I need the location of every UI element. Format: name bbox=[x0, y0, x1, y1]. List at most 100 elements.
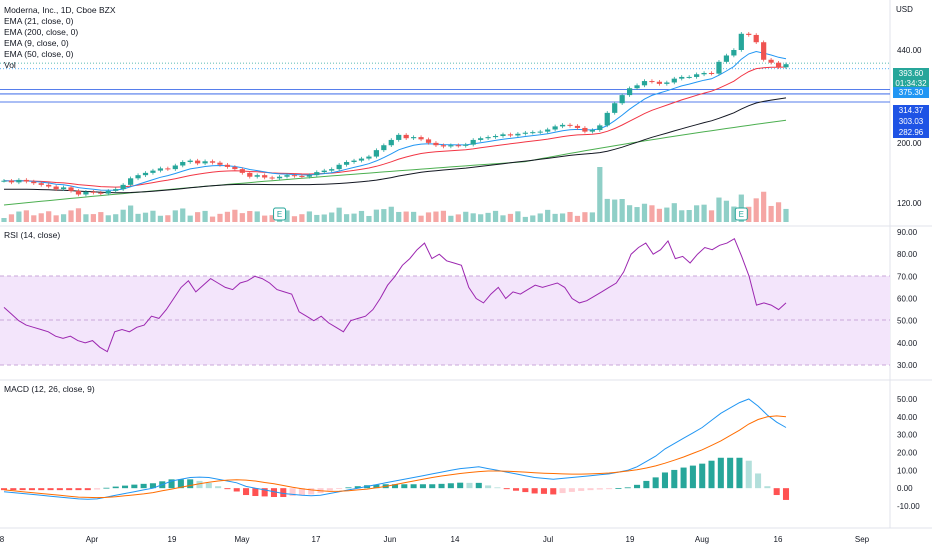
volume-bar bbox=[254, 211, 260, 222]
candle-body bbox=[425, 139, 432, 143]
rsi-title[interactable]: RSI (14, close) bbox=[4, 230, 61, 240]
candle-body bbox=[559, 124, 566, 127]
macd-histogram-bar bbox=[615, 488, 622, 489]
volume-bar bbox=[604, 198, 610, 222]
candle-body bbox=[60, 187, 67, 190]
candle-body bbox=[411, 137, 417, 139]
candle-body bbox=[53, 186, 59, 190]
indicator-ema200[interactable]: EMA (200, close, 0) bbox=[4, 27, 79, 37]
level-tag-1: 314.37 bbox=[893, 105, 929, 116]
time-axis[interactable]: 8 Apr 19 May 17 Jun 14 Jul 19 Aug 16 Sep bbox=[0, 535, 870, 544]
macd-tick-label: 50.00 bbox=[897, 395, 918, 404]
volume-bar bbox=[269, 215, 275, 222]
volume-bar bbox=[500, 215, 506, 222]
price-axis[interactable]: 120.00 200.00 440.00 30.00 40.00 50.00 60.00 70… bbox=[897, 46, 922, 511]
countdown-tag: 01:34:32 bbox=[893, 78, 929, 89]
volume-bar bbox=[716, 197, 722, 222]
macd-tick-label: 10.00 bbox=[897, 466, 918, 475]
volume-bar bbox=[612, 199, 618, 222]
volume-bar bbox=[291, 216, 298, 222]
volume-bar bbox=[165, 215, 171, 222]
candle-body bbox=[381, 145, 387, 151]
candle-body bbox=[239, 169, 245, 173]
candle-body bbox=[321, 170, 327, 173]
indicator-volume[interactable]: Vol bbox=[4, 60, 16, 70]
candle-body bbox=[388, 139, 394, 146]
candle-body bbox=[269, 177, 275, 179]
macd-histogram-bar bbox=[438, 483, 445, 489]
volume-bar bbox=[284, 210, 290, 222]
volume-bar bbox=[128, 205, 134, 222]
volume-bar bbox=[664, 207, 670, 222]
ema9-line bbox=[3, 50, 787, 191]
volume-bar bbox=[373, 209, 379, 222]
volume-bar bbox=[8, 214, 15, 222]
macd-histogram-bar bbox=[401, 484, 408, 489]
currency-label[interactable]: USD bbox=[896, 5, 913, 14]
candle-body bbox=[262, 175, 268, 178]
time-tick-label: 19 bbox=[168, 535, 177, 544]
macd-histogram-bar bbox=[289, 488, 296, 497]
volume-bar bbox=[358, 210, 365, 222]
candle-body bbox=[478, 138, 484, 140]
macd-histogram-bar bbox=[559, 488, 566, 494]
volume-bar bbox=[217, 213, 223, 222]
candle-body bbox=[463, 144, 469, 146]
indicator-ema9[interactable]: EMA (9, close, 0) bbox=[4, 38, 69, 48]
macd-histogram-bar bbox=[475, 482, 482, 489]
volume-bar bbox=[425, 212, 432, 222]
candle-body bbox=[522, 132, 528, 134]
macd-histogram-bar bbox=[336, 488, 343, 489]
candle-body bbox=[701, 72, 707, 75]
volume-bar bbox=[60, 214, 67, 222]
volume-bar bbox=[403, 211, 409, 222]
candle-body bbox=[455, 145, 461, 147]
macd-histogram-bar bbox=[773, 488, 780, 496]
volume-bar bbox=[299, 214, 305, 222]
macd-histogram-bar bbox=[699, 463, 706, 489]
candlestick-series[interactable] bbox=[1, 32, 789, 197]
macd-histogram-bar bbox=[196, 480, 203, 489]
volume-bar bbox=[31, 215, 37, 222]
macd-histogram-bar bbox=[233, 488, 240, 492]
candle-body bbox=[753, 34, 759, 43]
macd-histogram-bar bbox=[643, 480, 650, 489]
volume-bar bbox=[113, 214, 119, 222]
volume-bar bbox=[455, 214, 461, 222]
ema50-line bbox=[4, 97, 787, 194]
volume-bar bbox=[68, 210, 74, 222]
candle-body bbox=[217, 162, 223, 165]
candle-body bbox=[626, 88, 633, 96]
volume-bars bbox=[1, 167, 789, 222]
volume-bar bbox=[522, 216, 528, 222]
volume-bar bbox=[537, 213, 543, 222]
macd-histogram-bar bbox=[494, 487, 501, 489]
candle-body bbox=[671, 78, 677, 83]
symbol-title[interactable]: Moderna, Inc., 1D, Cboe BZX bbox=[4, 5, 116, 15]
candle-body bbox=[679, 76, 685, 79]
macd-title[interactable]: MACD (12, 26, close, 9) bbox=[4, 384, 95, 394]
candle-body bbox=[440, 145, 447, 147]
rsi-tick-label: 50.00 bbox=[897, 317, 918, 326]
candle-body bbox=[195, 160, 201, 164]
time-tick-label: Aug bbox=[695, 535, 709, 544]
volume-bar bbox=[23, 210, 29, 222]
candle-body bbox=[128, 178, 134, 185]
indicator-ema50[interactable]: EMA (50, close, 0) bbox=[4, 49, 74, 59]
earnings-icon bbox=[734, 207, 748, 221]
price-tick-label: 440.00 bbox=[897, 46, 922, 55]
level-tag-3: 282.96 bbox=[893, 127, 929, 138]
volume-bar bbox=[686, 210, 692, 222]
volume-bar bbox=[574, 215, 581, 222]
ema21-path bbox=[3, 66, 787, 188]
indicator-ema21[interactable]: EMA (21, close, 0) bbox=[4, 16, 74, 26]
volume-bar bbox=[775, 202, 782, 222]
horizontal-levels[interactable] bbox=[0, 62, 890, 103]
macd-histogram-bar bbox=[447, 483, 454, 489]
volume-bar bbox=[135, 213, 141, 222]
volume-bar bbox=[626, 205, 633, 222]
volume-bar bbox=[634, 207, 640, 222]
candle-body bbox=[366, 156, 372, 159]
